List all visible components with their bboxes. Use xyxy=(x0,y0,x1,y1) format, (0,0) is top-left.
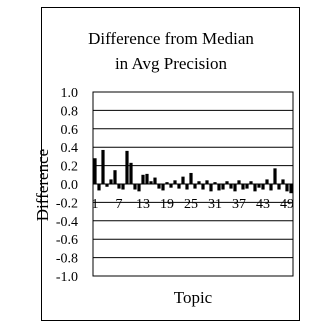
bar xyxy=(125,150,129,184)
bar xyxy=(141,174,145,184)
bar xyxy=(221,184,225,190)
y-tick-label: -0.2 xyxy=(56,196,78,211)
bar xyxy=(237,180,241,184)
bar xyxy=(205,180,209,184)
bar xyxy=(257,184,261,188)
bar xyxy=(289,184,293,194)
chart-subtitle: in Avg Precision xyxy=(115,54,228,73)
bar xyxy=(169,184,173,188)
x-tick-label: 19 xyxy=(160,197,174,212)
bar xyxy=(249,181,253,184)
chart-title: Difference from Median xyxy=(88,29,254,48)
y-axis-label: Difference xyxy=(33,149,52,221)
bar xyxy=(281,179,285,184)
bar xyxy=(265,179,269,184)
x-tick-label: 31 xyxy=(208,197,222,212)
bar xyxy=(177,184,181,189)
y-tick-label: 0.2 xyxy=(61,160,79,175)
y-tick-label: 0.6 xyxy=(61,123,79,138)
x-tick-label: 25 xyxy=(184,197,198,212)
bar xyxy=(97,184,101,191)
x-tick-label: 37 xyxy=(232,197,246,212)
x-axis-label: Topic xyxy=(174,288,213,307)
bar xyxy=(185,184,189,190)
bar xyxy=(189,172,193,184)
bar xyxy=(217,184,221,191)
bar xyxy=(181,176,185,184)
bar xyxy=(117,184,121,189)
y-axis-tick-labels: 1.0 0.8 0.6 0.4 0.2 0.0 -0.2 -0.4 -0.6 -0.8 -1.0 xyxy=(56,86,78,285)
bar xyxy=(233,184,237,192)
bar xyxy=(105,184,109,187)
bar xyxy=(209,184,213,192)
bar xyxy=(137,184,141,192)
bar xyxy=(277,184,281,190)
bar xyxy=(245,184,249,189)
bar xyxy=(269,184,273,191)
bar xyxy=(193,184,197,189)
x-tick-label: 7 xyxy=(116,197,123,212)
bar xyxy=(285,184,289,192)
x-axis-tick-labels: 1 7 13 19 25 31 37 43 49 xyxy=(92,197,295,212)
y-tick-label: 1.0 xyxy=(61,86,79,101)
y-tick-label: -0.4 xyxy=(56,215,78,230)
bar xyxy=(113,170,117,184)
x-tick-label: 1 xyxy=(92,197,99,212)
bar xyxy=(129,162,133,184)
bar xyxy=(225,181,229,184)
x-tick-label: 49 xyxy=(280,197,294,212)
y-tick-label: -1.0 xyxy=(56,270,78,285)
y-tick-label: -0.8 xyxy=(56,252,78,267)
bar-series xyxy=(93,149,293,194)
y-tick-label: 0.4 xyxy=(61,141,79,156)
bar xyxy=(145,173,149,184)
bar xyxy=(157,184,161,189)
bar xyxy=(161,184,165,191)
bar xyxy=(241,184,245,190)
bar xyxy=(93,158,97,184)
bar xyxy=(165,182,169,184)
x-tick-label: 13 xyxy=(136,197,150,212)
x-tick-label: 43 xyxy=(256,197,270,212)
bar xyxy=(197,181,201,184)
bar xyxy=(261,184,265,190)
bar xyxy=(149,181,153,184)
y-tick-label: -0.6 xyxy=(56,233,78,248)
chart-frame xyxy=(41,7,300,321)
bar xyxy=(213,182,217,184)
bar xyxy=(101,149,105,184)
bar xyxy=(253,184,257,192)
bar xyxy=(109,179,113,184)
bar xyxy=(173,180,177,184)
y-tick-label: 0.8 xyxy=(61,104,79,119)
bar xyxy=(121,184,125,190)
bar xyxy=(273,168,277,184)
bar xyxy=(201,184,205,190)
bar xyxy=(153,177,157,184)
bar xyxy=(229,184,233,189)
y-tick-label: 0.0 xyxy=(61,178,79,193)
bar xyxy=(133,184,137,190)
